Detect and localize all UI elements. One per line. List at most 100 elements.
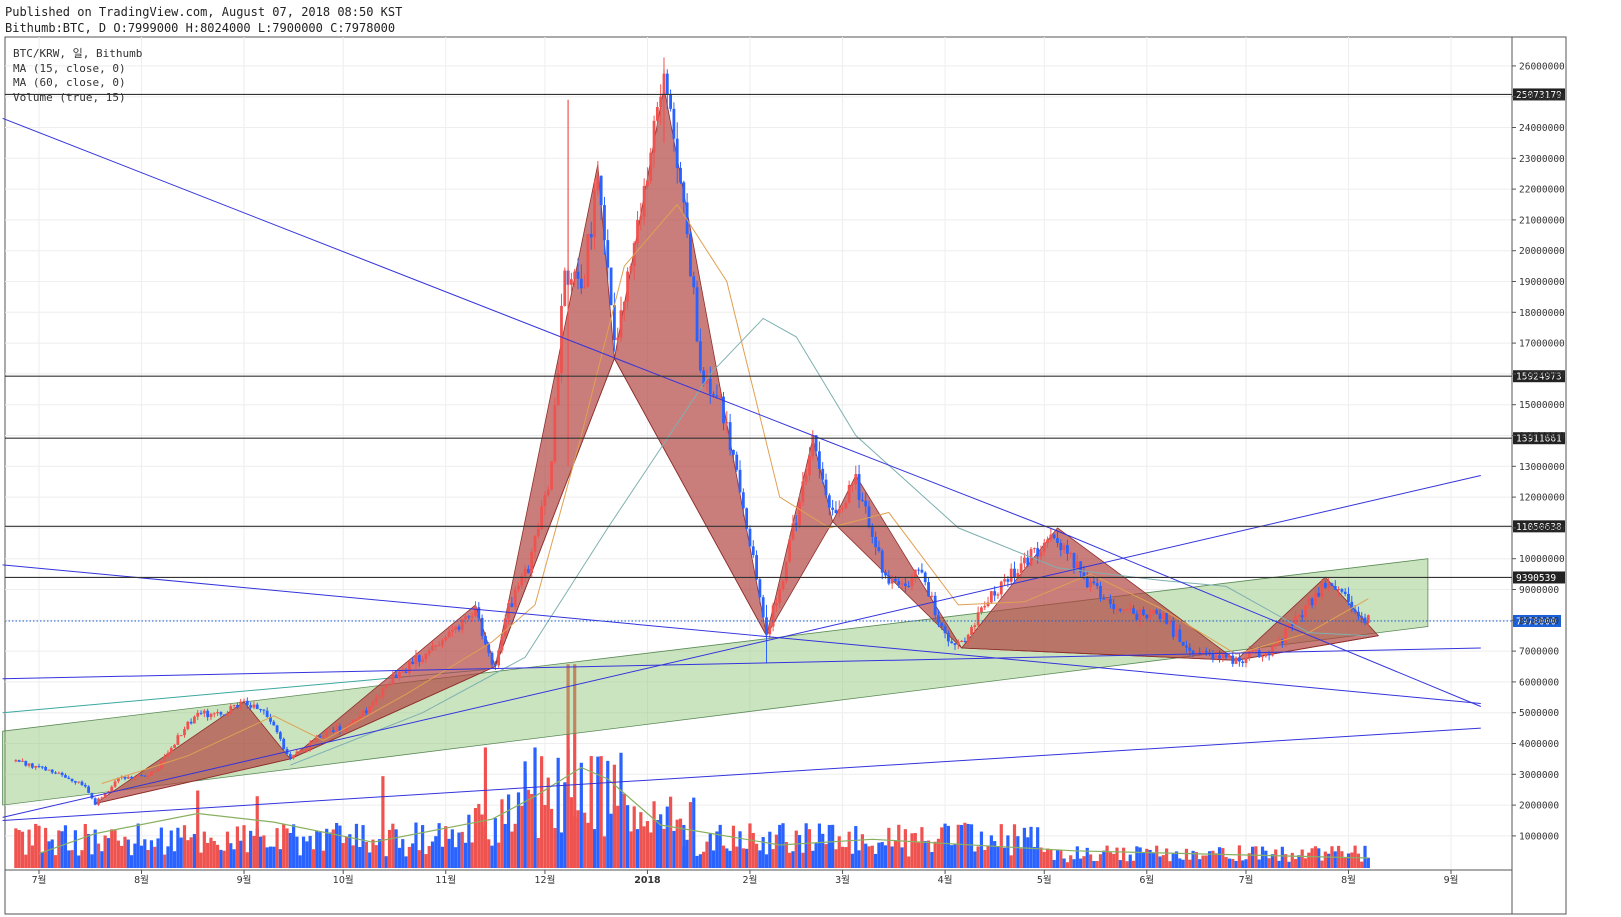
- volume-bar: [1287, 861, 1291, 868]
- candle-body: [47, 769, 51, 771]
- candle-body: [523, 568, 527, 577]
- candle-body: [484, 635, 487, 645]
- volume-bar: [556, 757, 560, 868]
- candle-body: [1079, 561, 1083, 573]
- candle-body: [1314, 592, 1317, 606]
- candle-body: [695, 287, 699, 342]
- y-tick-label: 19000000: [1519, 277, 1565, 288]
- candle-body: [884, 572, 887, 576]
- candle-body: [255, 704, 259, 710]
- volume-bar: [1069, 855, 1073, 868]
- legend-symbol[interactable]: BTC/KRW, 일, Bithumb: [13, 47, 143, 60]
- volume-bar: [768, 831, 772, 868]
- volume-bar: [807, 829, 812, 868]
- volume-bar: [1168, 861, 1172, 868]
- candle-body: [1059, 542, 1063, 551]
- volume-bar: [17, 830, 21, 868]
- volume-bar: [110, 829, 114, 868]
- volume-bar: [1247, 853, 1251, 868]
- candle-body: [450, 629, 454, 632]
- volume-bar: [549, 808, 554, 868]
- candle-body: [837, 509, 841, 514]
- candle-body: [917, 569, 921, 571]
- candle-body: [130, 776, 133, 779]
- y-tick-label: 8000000: [1519, 616, 1559, 627]
- candle-body: [80, 781, 84, 785]
- candle-body: [355, 719, 358, 721]
- candle-body: [550, 461, 553, 490]
- volume-bar: [1241, 860, 1245, 868]
- volume-bar: [1174, 851, 1179, 868]
- candle-body: [212, 713, 216, 715]
- candle-body: [503, 618, 507, 637]
- volume-bar: [784, 841, 788, 868]
- volume-bar: [387, 829, 392, 868]
- candle-body: [1161, 613, 1165, 619]
- candle-body: [980, 607, 983, 613]
- volume-bar: [182, 825, 187, 868]
- y-tick-label: 4000000: [1519, 739, 1559, 750]
- candle-body: [907, 585, 911, 587]
- volume-bar: [285, 828, 289, 868]
- legend-ma15[interactable]: MA (15, close, 0): [13, 61, 126, 75]
- candle-body: [546, 489, 550, 496]
- harmonic-leg: [290, 666, 496, 760]
- candle-body: [1357, 611, 1360, 617]
- candle-body: [596, 175, 600, 191]
- candle-body: [136, 775, 140, 777]
- volume-bar: [890, 846, 894, 868]
- volume-bar: [44, 827, 48, 868]
- volume-bar: [292, 824, 296, 868]
- candle-body: [1247, 651, 1251, 658]
- volume-bar: [1201, 855, 1205, 868]
- level-price-tag: [1513, 88, 1565, 101]
- volume-bar: [973, 851, 977, 868]
- harmonic-leg: [95, 758, 291, 804]
- volume-bar: [655, 820, 659, 868]
- candle-body: [1343, 591, 1347, 594]
- volume-bar: [1036, 827, 1040, 868]
- candle-body: [685, 202, 689, 235]
- candle-body: [341, 729, 345, 732]
- volume-bar: [1353, 845, 1357, 868]
- candle-body: [21, 760, 24, 762]
- candle-body: [870, 526, 874, 537]
- candle-body: [854, 474, 858, 485]
- legend-volume[interactable]: Volume (true, 15): [13, 90, 126, 104]
- volume-bar: [503, 823, 507, 868]
- candle-body: [874, 536, 878, 548]
- volume-bar: [123, 836, 127, 868]
- volume-bar: [953, 844, 957, 868]
- candle-body: [937, 615, 940, 623]
- candle-body: [1350, 601, 1354, 610]
- volume-bar: [708, 833, 712, 868]
- volume-bar: [1095, 860, 1099, 868]
- candle-body: [236, 705, 239, 708]
- candle-body: [381, 687, 385, 697]
- volume-bar: [642, 826, 646, 868]
- candle-body: [1251, 650, 1254, 652]
- candle-body: [1075, 561, 1079, 568]
- volume-bar: [1009, 855, 1013, 868]
- volume-bar: [126, 839, 130, 868]
- candle-body: [431, 645, 434, 651]
- y-tick-label: 7000000: [1519, 647, 1559, 658]
- x-tick-label: 12월: [535, 874, 556, 886]
- volume-bar: [156, 838, 160, 868]
- volume-bar: [1198, 859, 1202, 868]
- candle-body: [226, 713, 229, 716]
- horizontal-levels: 25073179 15924973 13911661 11050638 9390539 7…: [5, 88, 1565, 627]
- candle-body: [288, 754, 292, 758]
- candle-body: [1112, 604, 1116, 610]
- volume-bar: [103, 835, 107, 868]
- candle-body: [232, 705, 236, 707]
- candle-body: [897, 581, 901, 585]
- candle-body: [295, 751, 299, 755]
- candle-body: [775, 603, 778, 606]
- volume-bar: [487, 839, 491, 868]
- volume-bar: [1059, 850, 1063, 868]
- legend-ma60[interactable]: MA (60, close, 0): [13, 76, 126, 89]
- volume-bar: [1098, 854, 1103, 868]
- candle-body: [732, 449, 735, 455]
